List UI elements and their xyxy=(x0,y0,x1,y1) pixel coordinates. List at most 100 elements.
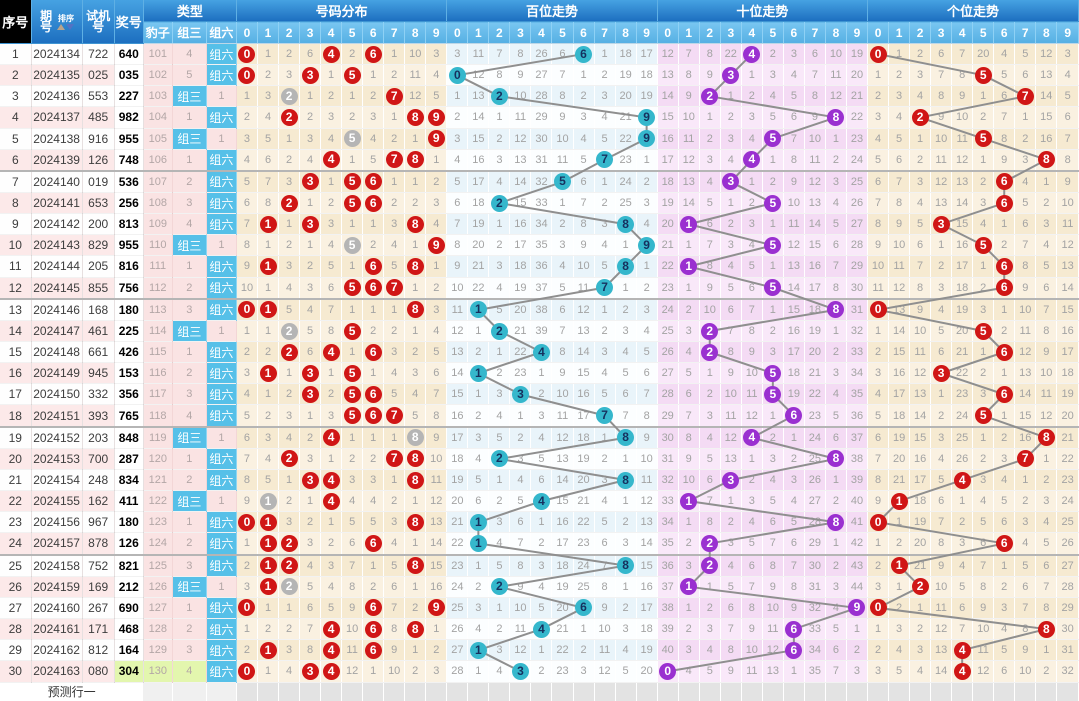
bai-cell: 25 xyxy=(573,576,595,598)
shi-cell: 3 xyxy=(720,170,742,194)
zusan-cell-label: 组三 xyxy=(172,490,207,513)
ge-cell: 12 xyxy=(972,660,995,683)
shi-cell: 1 xyxy=(678,255,700,278)
ge-cell: 26 xyxy=(951,448,974,470)
dist-cell: 2 xyxy=(278,43,301,66)
zuliu-cell-label: 组六 xyxy=(206,255,237,278)
red-ball: 2 xyxy=(280,450,298,468)
shi-cell: 34 xyxy=(846,362,869,385)
ge-cell: 2 xyxy=(1014,490,1037,513)
shi-cell: 9 xyxy=(741,618,763,641)
dist-cell: 1 xyxy=(236,320,258,343)
shi-cell: 8 xyxy=(720,639,742,662)
teal-ball: 1 xyxy=(469,513,487,531)
bai-cell: 3 xyxy=(467,426,490,449)
ge-cell: 2 xyxy=(867,639,890,662)
ge-cell: 3 xyxy=(951,532,974,556)
ge-cell: 6 xyxy=(888,149,911,172)
teal-ball: 2 xyxy=(490,322,508,340)
red-ball: 1 xyxy=(259,257,277,275)
prediction-digit-cell xyxy=(846,681,869,701)
bai-cell: 22 xyxy=(551,639,574,662)
dist-cell: 4 xyxy=(362,128,385,150)
shi-cell: 1 xyxy=(699,362,721,385)
ge-cell: 1 xyxy=(867,532,890,556)
baozi-miss-cell: 126 xyxy=(143,576,173,598)
bai-cell: 27 xyxy=(530,64,553,87)
dist-cell: 2 xyxy=(425,639,448,662)
dist-cell: 1 xyxy=(341,213,364,236)
ge-cell: 4 xyxy=(930,298,953,321)
red-ball: 8 xyxy=(1037,151,1055,169)
table-row: 16 2024149 945 153 116 2 组六 3 1 1 3 1 5 1 4 3 6 14 1 2 23 1 9 1… xyxy=(0,362,1079,385)
dist-cell: 9 xyxy=(236,490,258,513)
shi-cell: 8 xyxy=(825,298,847,321)
shi-cell: 5 xyxy=(825,404,847,428)
dist-cell: 1 xyxy=(341,341,364,364)
ge-cell: 11 xyxy=(951,128,974,150)
sort-control[interactable]: 排序 xyxy=(57,14,75,30)
shi-cell: 12 xyxy=(657,43,679,66)
seq-cell: 29 xyxy=(0,639,32,662)
ge-cell: 7 xyxy=(930,511,953,534)
ge-cell: 24 xyxy=(951,404,974,428)
bai-cell: 6 xyxy=(636,362,658,385)
table-row: 21 2024154 248 834 121 2 组六 8 5 1 3 4 3 3 1 8 11 19 5 1 4 6 14… xyxy=(0,469,1079,492)
test-number-cell: 080 xyxy=(82,660,115,683)
ge-cell: 13 xyxy=(1035,64,1058,87)
shi-cell: 8 xyxy=(699,511,721,534)
shi-cell: 24 xyxy=(804,426,826,449)
prediction-type-cell xyxy=(172,681,207,701)
shi-cell: 2 xyxy=(825,490,847,513)
ge-cell: 18 xyxy=(888,404,911,428)
dist-cell: 2 xyxy=(278,341,301,364)
ge-cell: 4 xyxy=(1035,234,1058,257)
dist-cell: 3 xyxy=(236,576,258,598)
bai-cell: 37 xyxy=(530,277,553,300)
ge-cell: 20 xyxy=(951,320,974,343)
shi-cell: 9 xyxy=(678,85,700,108)
section-title-hundreds: 百位走势 xyxy=(446,0,658,22)
shi-cell: 8 xyxy=(825,511,847,534)
shi-cell: 5 xyxy=(741,255,763,278)
ge-cell: 9 xyxy=(909,298,932,321)
ge-cell: 10 xyxy=(1056,192,1079,215)
shi-cell: 6 xyxy=(741,554,763,577)
shi-cell: 7 xyxy=(783,128,805,150)
ge-cell: 7 xyxy=(1014,448,1037,470)
sort-desc-icon[interactable] xyxy=(66,23,75,30)
shi-cell: 37 xyxy=(846,426,869,449)
shi-cell: 4 xyxy=(678,660,700,683)
sort-asc-icon[interactable] xyxy=(57,23,66,30)
zuliu-cell-label: 组六 xyxy=(206,362,237,385)
ge-cell: 8 xyxy=(909,277,932,300)
red-ball: 4 xyxy=(953,662,971,680)
ge-cell: 2 xyxy=(993,234,1016,257)
shi-cell: 6 xyxy=(783,618,805,641)
shi-cell: 34 xyxy=(657,511,679,534)
bai-cell: 17 xyxy=(509,234,532,257)
dist-cell: 4 xyxy=(320,128,343,150)
ge-cell: 1 xyxy=(930,383,953,406)
purple-ball: 5 xyxy=(764,130,782,148)
ge-cell: 3 xyxy=(909,64,932,87)
ge-cell: 1 xyxy=(1035,639,1058,662)
dist-cell: 1 xyxy=(278,128,301,150)
bai-cell: 2 xyxy=(488,234,511,257)
ge-cell: 6 xyxy=(993,660,1016,683)
red-ball: 7 xyxy=(385,407,403,425)
bai-cell: 17 xyxy=(446,426,469,449)
bai-cell: 4 xyxy=(488,660,511,683)
bai-cell: 10 xyxy=(594,618,616,641)
shi-cell: 1 xyxy=(825,320,847,343)
dist-cell: 1 xyxy=(383,43,406,66)
bai-cell: 3 xyxy=(467,597,490,620)
red-ball: 3 xyxy=(301,662,319,680)
dist-cell: 1 xyxy=(320,64,343,87)
bai-cell: 3 xyxy=(636,298,658,321)
bai-cell: 10 xyxy=(509,597,532,620)
red-ball: 8 xyxy=(1037,620,1055,638)
bai-cell: 7 xyxy=(615,404,637,428)
shi-cell: 19 xyxy=(846,43,869,66)
dist-cell: 6 xyxy=(383,576,406,598)
